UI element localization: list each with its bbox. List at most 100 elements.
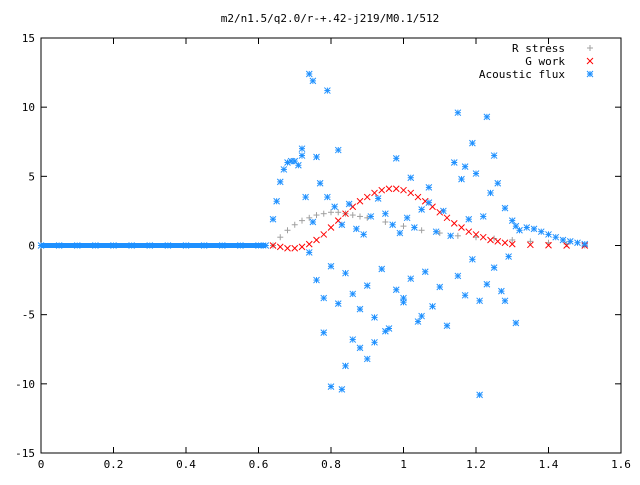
data-point [461,291,469,299]
data-point-d2 [411,224,418,231]
data-point-d2 [403,214,411,222]
data-point-d2 [291,244,299,252]
data-point [429,303,436,310]
data-point [334,146,342,154]
legend-marker-d2 [586,70,594,78]
data-point [284,159,291,166]
data-point [512,319,520,327]
legend-marker [586,57,594,65]
data-point-d2 [476,297,483,305]
data-point [342,210,349,218]
data-point-d2 [472,170,480,177]
data-point [450,159,458,166]
data-point-d2 [483,280,491,288]
data-point [389,221,396,229]
series-acoustic-flux [37,70,589,399]
data-point-d2 [425,199,433,206]
data-point-d2 [200,242,208,249]
data-point [479,213,487,220]
data-point [403,214,411,222]
data-point [436,283,444,291]
data-point-d2 [291,157,299,165]
data-point [306,214,313,221]
data-point-d2 [327,224,335,231]
data-point [508,217,516,224]
data-point-d2 [349,203,357,211]
data-point [298,145,306,153]
data-point-d2 [309,77,317,85]
data-point [414,193,422,201]
data-point-d2 [363,282,371,289]
x-tick-label: 0.6 [249,458,269,471]
data-point-d2 [338,221,346,229]
data-point [440,207,447,215]
data-point-d2 [334,146,342,154]
data-point [392,154,400,162]
data-point [291,221,298,228]
data-point [443,214,451,222]
data-point-d2 [537,228,545,236]
data-point-d2 [392,286,400,294]
data-point [385,185,393,193]
data-point-d2 [327,383,335,390]
data-point [498,287,505,295]
data-point [407,174,415,182]
data-point [527,238,534,245]
data-point [237,242,244,249]
data-point [356,344,364,352]
data-point [476,391,483,399]
data-point-d2 [255,242,262,249]
data-point-d2 [269,215,277,223]
data-point [363,355,371,363]
data-point [382,327,389,335]
data-point [392,286,400,294]
data-point-d2 [566,237,574,245]
data-point-d2 [461,291,469,299]
data-point [566,237,574,245]
data-point [469,139,476,147]
data-point [356,305,364,313]
data-point-d2 [334,217,342,224]
data-point-d2 [527,241,534,249]
legend-marker [586,70,594,78]
data-point-d2 [363,193,371,201]
data-point-d2 [501,297,509,305]
data-point-d2 [284,159,291,166]
data-point-d2 [483,113,491,121]
data-point [349,203,357,211]
data-point [164,242,172,249]
data-point [320,210,327,217]
data-point [269,215,277,223]
data-point [371,338,378,346]
data-point-d2 [378,186,386,194]
data-point [425,199,433,206]
data-point [501,239,509,247]
data-point [501,297,509,305]
data-point [505,253,512,260]
data-point-d2 [487,236,494,244]
data-point [295,161,302,169]
data-point-d2 [574,239,581,247]
data-point [313,153,320,161]
data-point [436,208,444,216]
data-point-d2 [371,189,378,197]
data-point-d2 [313,153,320,161]
data-point [407,275,415,283]
data-point-d2 [331,203,338,211]
data-point [400,186,407,194]
data-point [483,113,491,121]
data-point-d2 [360,231,367,238]
data-point [490,264,498,271]
data-point [407,189,415,197]
data-point [418,206,425,213]
data-point [508,240,516,248]
data-point-d2 [378,265,386,273]
data-point [262,242,270,249]
data-point-d2 [273,197,280,205]
data-point-d2 [284,244,291,252]
data-point [392,185,400,193]
data-point [327,383,335,390]
